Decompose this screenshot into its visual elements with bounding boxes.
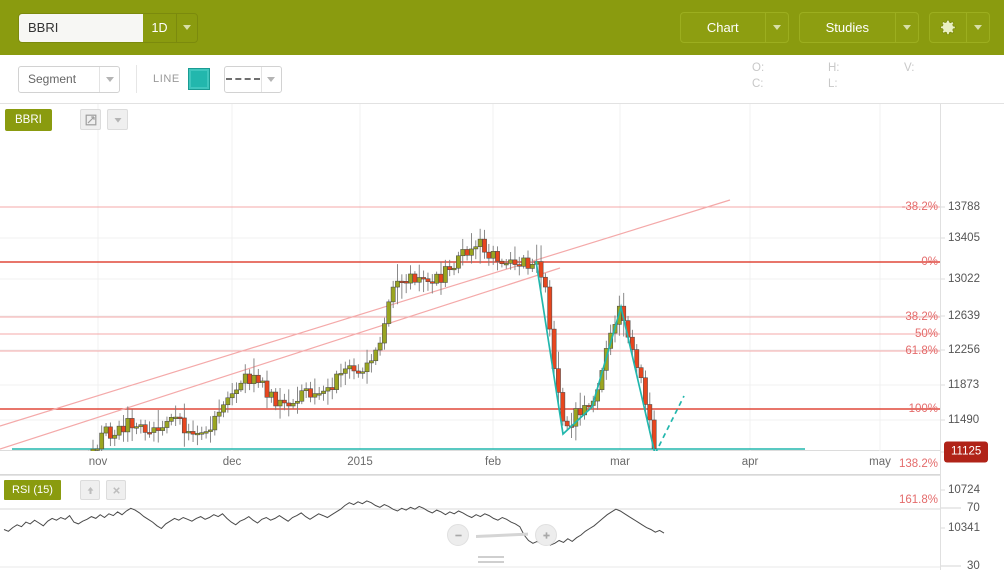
symbol-group: 1D (18, 12, 198, 43)
move-up-icon[interactable] (80, 480, 100, 500)
candlestick-series (88, 228, 657, 451)
rsi-svg (0, 500, 940, 568)
price-axis-tick: 13022 (948, 273, 980, 285)
top-toolbar: 1D Chart Studies (0, 0, 1004, 55)
top-toolbar-right: Chart Studies (679, 12, 990, 43)
line-style-label: LINE (153, 73, 180, 85)
x-axis-label: apr (741, 456, 759, 468)
close-icon[interactable] (106, 480, 126, 500)
rsi-tick-30: 30 (967, 560, 980, 570)
chevron-down-icon (183, 25, 191, 30)
zoom-slider[interactable] (476, 531, 528, 540)
studies-menu-button[interactable]: Studies (798, 12, 919, 43)
zoom-control[interactable] (447, 522, 557, 548)
price-axis-tick: 13405 (948, 232, 980, 244)
minus-icon[interactable] (447, 524, 469, 546)
rsi-line (3, 500, 665, 546)
apr-marker-2 (478, 561, 504, 563)
chart-menu-caret[interactable] (766, 13, 788, 42)
fib-level-label: 38.2% (905, 311, 938, 323)
timeframe-dropdown-button[interactable] (176, 13, 197, 42)
drawing-toolbar: Segment LINE (0, 55, 1004, 104)
chart-menu-label: Chart (706, 20, 739, 35)
chevron-down-icon (267, 76, 276, 82)
price-axis-tick: 10341 (948, 522, 980, 534)
apr-marker-1 (478, 556, 504, 558)
price-plot[interactable] (0, 104, 940, 451)
price-axis-tick: 12256 (948, 344, 980, 356)
expand-icon[interactable] (80, 109, 101, 130)
settings-menu-caret[interactable] (967, 13, 989, 42)
rsi-pane[interactable]: RSI (15) (0, 475, 940, 570)
chart-container: BBRI nov dec 2015 feb mar apr may RSI (15) (0, 104, 1004, 570)
divider (136, 65, 137, 93)
zigzag-overlay (535, 260, 685, 451)
line-dash-caret[interactable] (260, 66, 281, 92)
studies-menu-caret[interactable] (896, 13, 918, 42)
fib-level-label: 100% (908, 403, 938, 415)
line-dash-select[interactable] (223, 65, 282, 93)
price-axis[interactable]: 11125 70 30 13788 13405 13022 12639 12256 118… (940, 104, 1004, 570)
rsi-tick-70: 70 (967, 502, 980, 514)
line-color-swatch[interactable] (187, 68, 210, 90)
symbol-input[interactable] (19, 13, 143, 42)
chevron-down-icon (903, 25, 911, 30)
settings-menu-button[interactable] (929, 12, 990, 43)
fib-level-label: 0% (921, 256, 938, 268)
rsi-badge: RSI (15) (4, 480, 61, 500)
gear-icon[interactable] (930, 13, 966, 42)
x-axis-label: 2015 (347, 456, 373, 468)
price-axis-tick: 11490 (948, 414, 980, 426)
dash-preview (225, 78, 261, 80)
drawing-tool-select[interactable]: Segment (18, 65, 120, 93)
fib-level-label: 138.2% (898, 458, 938, 470)
drawing-tool-caret[interactable] (99, 66, 119, 92)
fib-level-label: 161.8% (898, 494, 938, 506)
x-axis-label: mar (610, 456, 630, 468)
price-axis-tick: 11873 (948, 379, 980, 391)
fib-level-label: 61.8% (905, 345, 938, 357)
chevron-down-icon (772, 25, 781, 30)
divider (764, 13, 766, 42)
x-axis-label: dec (222, 456, 242, 468)
price-pane[interactable]: BBRI (0, 104, 1004, 451)
current-price-badge: 11125 (944, 441, 989, 463)
fib-level-label: -38.2% (901, 201, 938, 213)
x-axis-label: may (869, 456, 891, 468)
chevron-down-icon[interactable] (107, 109, 128, 130)
divider (966, 13, 967, 42)
timeframe-label[interactable]: 1D (143, 13, 176, 42)
price-axis-tick: 13788 (948, 201, 980, 213)
fib-level-label: 50% (914, 328, 938, 340)
chart-menu-button[interactable]: Chart (679, 12, 789, 43)
studies-menu-label: Studies (825, 20, 869, 35)
price-axis-tick: 10724 (948, 484, 980, 496)
x-axis: nov dec 2015 feb mar apr may (0, 451, 940, 475)
price-axis-tick: 12639 (948, 310, 980, 322)
divider (895, 13, 896, 42)
axis-svg (941, 206, 961, 567)
drawing-tool-label: Segment (28, 72, 77, 86)
x-axis-label: nov (88, 456, 108, 468)
chart-symbol-badge: BBRI (5, 109, 52, 131)
price-svg (0, 104, 940, 451)
x-axis-label: feb (485, 456, 501, 468)
chevron-down-icon (105, 76, 114, 82)
plus-icon[interactable] (535, 524, 557, 546)
chevron-down-icon (974, 25, 982, 30)
